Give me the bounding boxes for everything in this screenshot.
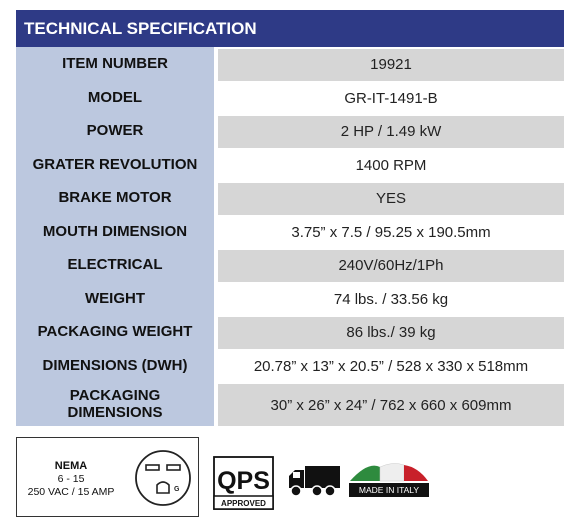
spec-row-grater-revolution: GRATER REVOLUTION 1400 RPM — [16, 147, 564, 181]
nema-title: NEMA — [54, 460, 88, 472]
spec-row-item-number: ITEM NUMBER 19921 — [16, 47, 564, 81]
spec-label: PACKAGING DIMENSIONS — [16, 382, 214, 426]
nema-spec: 250 VAC / 15 AMP — [27, 486, 115, 498]
spec-row-packaging-weight: PACKAGING WEIGHT 86 lbs./ 39 kg — [16, 315, 564, 349]
spec-row-dimensions: DIMENSIONS (DWH) 20.78” x 13” x 20.5” / … — [16, 348, 564, 382]
qps-sub: APPROVED — [221, 499, 266, 508]
spec-row-model: MODEL GR-IT-1491-B — [16, 80, 564, 114]
spec-label: BRAKE MOTOR — [16, 181, 214, 215]
nema-rating: 6 - 15 — [57, 473, 85, 485]
spec-row-packaging-dimensions: PACKAGING DIMENSIONS 30” x 26” x 24” / 7… — [16, 382, 564, 426]
spec-value: YES — [218, 181, 564, 215]
spec-value: 86 lbs./ 39 kg — [218, 315, 564, 349]
spec-table: ITEM NUMBER 19921 MODEL GR-IT-1491-B POW… — [16, 47, 564, 426]
spec-value: GR-IT-1491-B — [218, 80, 564, 114]
ground-mark: G — [174, 486, 180, 493]
power-outlet-icon: G — [135, 450, 191, 506]
spec-row-weight: WEIGHT 74 lbs. / 33.56 kg — [16, 281, 564, 315]
spec-label: WEIGHT — [16, 281, 214, 315]
spec-value: 20.78” x 13” x 20.5” / 528 x 330 x 518mm — [218, 348, 564, 382]
italy-text: MADE IN ITALY — [359, 485, 419, 495]
nema-text: NEMA 6 - 15 250 VAC / 15 AMP — [25, 460, 117, 499]
spec-row-electrical: ELECTRICAL 240V/60Hz/1Ph — [16, 248, 564, 282]
spec-value: 30” x 26” x 24” / 762 x 660 x 609mm — [218, 382, 564, 426]
spec-label: MOUTH DIMENSION — [16, 214, 214, 248]
spec-row-mouth-dimension: MOUTH DIMENSION 3.75” x 7.5 / 95.25 x 19… — [16, 214, 564, 248]
spec-header: TECHNICAL SPECIFICATION — [16, 10, 564, 47]
spec-value: 1400 RPM — [218, 147, 564, 181]
qps-approved-badge: QPS APPROVED — [213, 456, 274, 510]
spec-row-power: POWER 2 HP / 1.49 kW — [16, 114, 564, 148]
spec-label: ITEM NUMBER — [16, 47, 214, 81]
spec-value: 19921 — [218, 47, 564, 81]
spec-value: 2 HP / 1.49 kW — [218, 114, 564, 148]
spec-label: PACKAGING WEIGHT — [16, 315, 214, 349]
spec-label: ELECTRICAL — [16, 248, 214, 282]
qps-main: QPS — [217, 467, 270, 495]
spec-label: GRATER REVOLUTION — [16, 147, 214, 181]
spec-row-brake-motor: BRAKE MOTOR YES — [16, 181, 564, 215]
spec-value: 240V/60Hz/1Ph — [218, 248, 564, 282]
spec-value: 3.75” x 7.5 / 95.25 x 190.5mm — [218, 214, 564, 248]
spec-label-line: DIMENSIONS — [67, 404, 163, 421]
spec-label: DIMENSIONS (DWH) — [16, 348, 214, 382]
delivery-truck-icon — [289, 466, 340, 497]
spec-value: 74 lbs. / 33.56 kg — [218, 281, 564, 315]
spec-label: POWER — [16, 114, 214, 148]
spec-label: MODEL — [16, 80, 214, 114]
nema-badge: NEMA 6 - 15 250 VAC / 15 AMP G — [16, 437, 199, 517]
made-in-italy-badge: MADE IN ITALY — [349, 463, 429, 497]
spec-label-line: PACKAGING — [69, 387, 161, 404]
